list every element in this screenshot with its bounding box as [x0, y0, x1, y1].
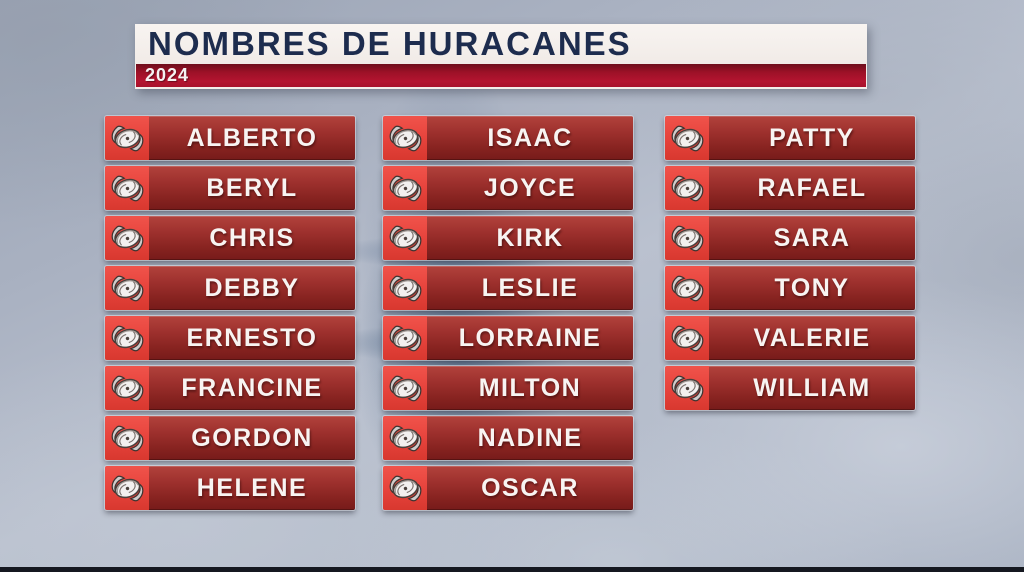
name-bar: PATTY — [709, 116, 915, 160]
hurricane-name-row: LESLIE — [383, 266, 633, 310]
hurricane-name-label: ISAAC — [487, 123, 573, 152]
title-block: NOMBRES DE HURACANES 2024 — [135, 24, 867, 89]
hurricane-name-row: ALBERTO — [105, 116, 355, 160]
hurricane-swirl-icon — [105, 316, 149, 360]
name-bar: ALBERTO — [149, 116, 355, 160]
name-bar: LESLIE — [427, 266, 633, 310]
hurricane-name-row: FRANCINE — [105, 366, 355, 410]
name-bar: JOYCE — [427, 166, 633, 210]
name-bar: BERYL — [149, 166, 355, 210]
name-bar: WILLIAM — [709, 366, 915, 410]
hurricane-name-label: SARA — [773, 223, 851, 252]
name-bar: ISAAC — [427, 116, 633, 160]
hurricane-swirl-icon — [383, 366, 427, 410]
hurricane-swirl-icon — [665, 166, 709, 210]
name-bar: NADINE — [427, 416, 633, 460]
name-bar: VALERIE — [709, 316, 915, 360]
hurricane-swirl-icon — [383, 466, 427, 510]
name-bar: OSCAR — [427, 466, 633, 510]
hurricane-swirl-icon — [383, 116, 427, 160]
name-bar: ERNESTO — [149, 316, 355, 360]
hurricane-name-label: ERNESTO — [186, 323, 318, 352]
hurricane-swirl-icon — [105, 466, 149, 510]
hurricane-name-row: ERNESTO — [105, 316, 355, 360]
hurricane-swirl-icon — [105, 116, 149, 160]
name-bar: DEBBY — [149, 266, 355, 310]
name-bar: TONY — [709, 266, 915, 310]
hurricane-name-row: TONY — [665, 266, 915, 310]
page-title: NOMBRES DE HURACANES — [148, 25, 632, 62]
hurricane-name-label: VALERIE — [753, 323, 871, 352]
hurricane-swirl-icon — [383, 416, 427, 460]
hurricane-name-row: GORDON — [105, 416, 355, 460]
hurricane-name-label: WILLIAM — [753, 373, 871, 402]
hurricane-swirl-icon — [383, 216, 427, 260]
hurricane-name-label: MILTON — [478, 373, 582, 402]
year-bar: 2024 — [136, 64, 866, 87]
hurricane-name-label: OSCAR — [481, 473, 579, 502]
hurricane-name-row: VALERIE — [665, 316, 915, 360]
hurricane-swirl-icon — [105, 416, 149, 460]
hurricane-name-row: JOYCE — [383, 166, 633, 210]
name-bar: HELENE — [149, 466, 355, 510]
hurricane-name-label: TONY — [774, 273, 850, 302]
hurricane-swirl-icon — [665, 316, 709, 360]
hurricane-name-row: MILTON — [383, 366, 633, 410]
bottom-edge-bar — [0, 567, 1024, 572]
hurricane-name-label: RAFAEL — [757, 173, 867, 202]
hurricane-swirl-icon — [105, 266, 149, 310]
hurricane-name-label: HELENE — [196, 473, 308, 502]
hurricane-name-row: OSCAR — [383, 466, 633, 510]
name-bar: SARA — [709, 216, 915, 260]
name-bar: CHRIS — [149, 216, 355, 260]
hurricane-name-label: DEBBY — [204, 273, 300, 302]
hurricane-name-row: PATTY — [665, 116, 915, 160]
hurricane-swirl-icon — [665, 116, 709, 160]
hurricane-swirl-icon — [105, 166, 149, 210]
hurricane-name-label: LESLIE — [481, 273, 579, 302]
column-1: ALBERTO BERYL CHRIS DEBBY ERNESTO FRANCI… — [105, 116, 355, 516]
hurricane-swirl-icon — [105, 366, 149, 410]
column-2: ISAAC JOYCE KIRK LESLIE LORRAINE MILTON — [383, 116, 633, 516]
hurricane-name-label: PATTY — [769, 123, 855, 152]
hurricane-name-row: DEBBY — [105, 266, 355, 310]
hurricane-name-row: ISAAC — [383, 116, 633, 160]
name-bar: GORDON — [149, 416, 355, 460]
year-label: 2024 — [145, 65, 190, 85]
hurricane-swirl-icon — [665, 366, 709, 410]
hurricane-name-label: JOYCE — [483, 173, 577, 202]
name-bar: RAFAEL — [709, 166, 915, 210]
hurricane-swirl-icon — [383, 316, 427, 360]
hurricane-name-label: KIRK — [496, 223, 564, 252]
hurricane-name-label: GORDON — [191, 423, 313, 452]
hurricane-swirl-icon — [665, 216, 709, 260]
hurricane-swirl-icon — [383, 166, 427, 210]
hurricane-name-row: KIRK — [383, 216, 633, 260]
hurricane-name-label: FRANCINE — [181, 373, 323, 402]
hurricane-swirl-icon — [383, 266, 427, 310]
hurricane-name-row: LORRAINE — [383, 316, 633, 360]
name-bar: KIRK — [427, 216, 633, 260]
hurricane-name-label: BERYL — [206, 173, 298, 202]
hurricane-name-label: CHRIS — [209, 223, 295, 252]
name-bar: MILTON — [427, 366, 633, 410]
hurricane-name-label: NADINE — [477, 423, 583, 452]
hurricane-swirl-icon — [665, 266, 709, 310]
title-box: NOMBRES DE HURACANES — [135, 24, 867, 64]
column-3: PATTY RAFAEL SARA TONY VALERIE WILLIAM — [665, 116, 915, 416]
hurricane-name-label: LORRAINE — [458, 323, 602, 352]
hurricane-name-label: ALBERTO — [186, 123, 318, 152]
hurricane-name-row: RAFAEL — [665, 166, 915, 210]
name-bar: LORRAINE — [427, 316, 633, 360]
hurricane-name-row: WILLIAM — [665, 366, 915, 410]
hurricane-name-row: BERYL — [105, 166, 355, 210]
hurricane-name-row: CHRIS — [105, 216, 355, 260]
name-bar: FRANCINE — [149, 366, 355, 410]
hurricane-name-row: SARA — [665, 216, 915, 260]
hurricane-name-row: NADINE — [383, 416, 633, 460]
hurricane-name-row: HELENE — [105, 466, 355, 510]
hurricane-swirl-icon — [105, 216, 149, 260]
